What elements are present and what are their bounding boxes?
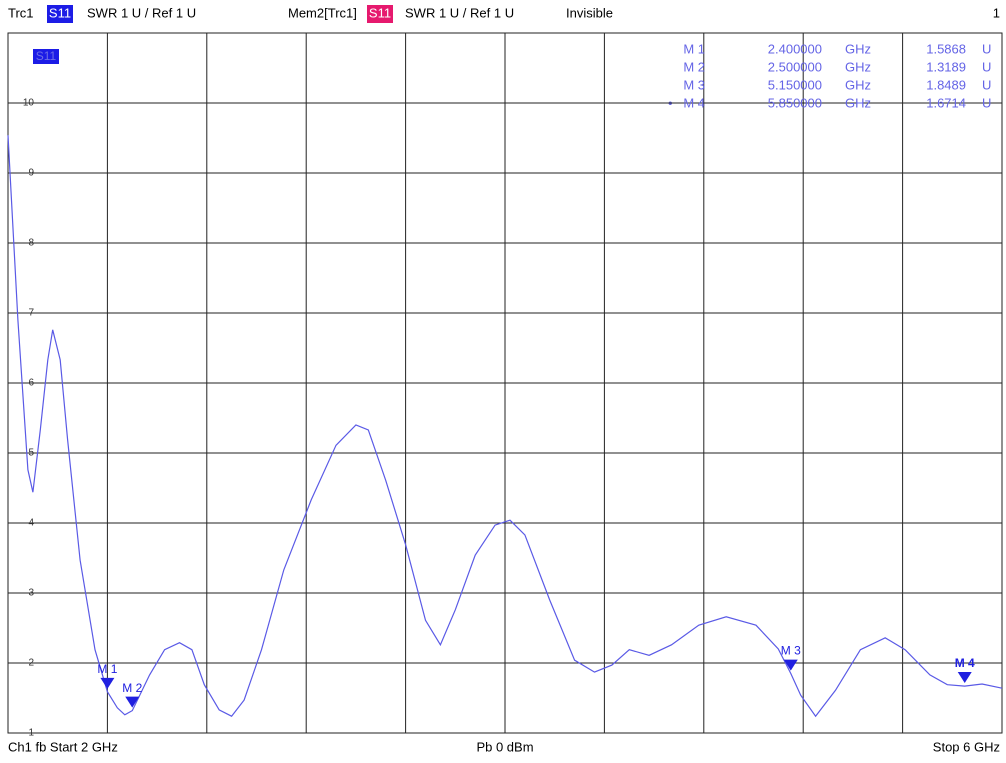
marker-table-name: M 2 bbox=[683, 59, 705, 74]
plot-badge bbox=[33, 49, 59, 64]
badge-s11 bbox=[47, 5, 73, 23]
marker-table-name: M 4 bbox=[683, 95, 705, 110]
footer-power: Pb 0 dBm bbox=[476, 739, 533, 754]
marker-triangle bbox=[957, 672, 972, 684]
marker-table-freq: 2.500000 bbox=[768, 59, 822, 74]
marker-table-value-unit: U bbox=[982, 41, 991, 56]
marker-table-name: M 3 bbox=[683, 77, 705, 92]
marker-table-freq: 5.150000 bbox=[768, 77, 822, 92]
y-tick-label: 5 bbox=[28, 448, 34, 459]
marker-table-value: 1.5868 bbox=[926, 41, 966, 56]
marker-label: M 3 bbox=[781, 644, 801, 658]
header-mem-state: Invisible bbox=[566, 5, 613, 20]
marker-table-value: 1.3189 bbox=[926, 59, 966, 74]
header-format: SWR 1 U / Ref 1 U bbox=[87, 5, 196, 20]
y-tick-label: 1 bbox=[28, 728, 34, 739]
marker-table-value-unit: U bbox=[982, 77, 991, 92]
header-mem-format: SWR 1 U / Ref 1 U bbox=[405, 5, 514, 20]
y-tick-label: 6 bbox=[28, 378, 34, 389]
y-tick-label: 3 bbox=[28, 588, 34, 599]
marker-triangle bbox=[100, 677, 115, 689]
header-param: S11 bbox=[49, 5, 71, 20]
marker-label: M 4 bbox=[955, 656, 975, 670]
marker-label: M 1 bbox=[97, 662, 117, 676]
marker-triangle bbox=[783, 659, 798, 671]
marker-table-freq-unit: GHz bbox=[845, 77, 871, 92]
footer-stop: Stop 6 GHz bbox=[933, 739, 1000, 754]
y-tick-label: 8 bbox=[28, 238, 34, 249]
header-mem-param: S11 bbox=[369, 5, 391, 20]
marker-table-value-unit: U bbox=[982, 59, 991, 74]
marker-table-freq-unit: GHz bbox=[845, 95, 871, 110]
marker-table-value: 1.6714 bbox=[926, 95, 966, 110]
y-tick-label: 10 bbox=[23, 98, 35, 109]
y-tick-label: 9 bbox=[28, 168, 34, 179]
marker-table-freq-unit: GHz bbox=[845, 41, 871, 56]
marker-label: M 2 bbox=[122, 681, 142, 695]
header-mem: Mem2[Trc1] bbox=[288, 5, 357, 20]
y-tick-label: 2 bbox=[28, 658, 34, 669]
y-tick-label: 4 bbox=[28, 518, 34, 529]
header-channel: 1 bbox=[993, 5, 1000, 20]
footer-start: Ch1 fb Start 2 GHz bbox=[8, 739, 118, 754]
marker-triangle bbox=[125, 696, 140, 708]
marker-table-name: M 1 bbox=[683, 41, 705, 56]
header-trace: Trc1 bbox=[8, 5, 34, 20]
marker-table-value: 1.8489 bbox=[926, 77, 966, 92]
trace-line bbox=[7, 135, 1003, 718]
marker-table-freq: 5.850000 bbox=[768, 95, 822, 110]
marker-table-freq: 2.400000 bbox=[768, 41, 822, 56]
marker-table-value-unit: U bbox=[982, 95, 991, 110]
badge-s11-mem bbox=[367, 5, 393, 23]
marker-table-freq-unit: GHz bbox=[845, 59, 871, 74]
plot-badge-text: S11 bbox=[36, 49, 57, 63]
y-tick-label: 7 bbox=[28, 308, 34, 319]
